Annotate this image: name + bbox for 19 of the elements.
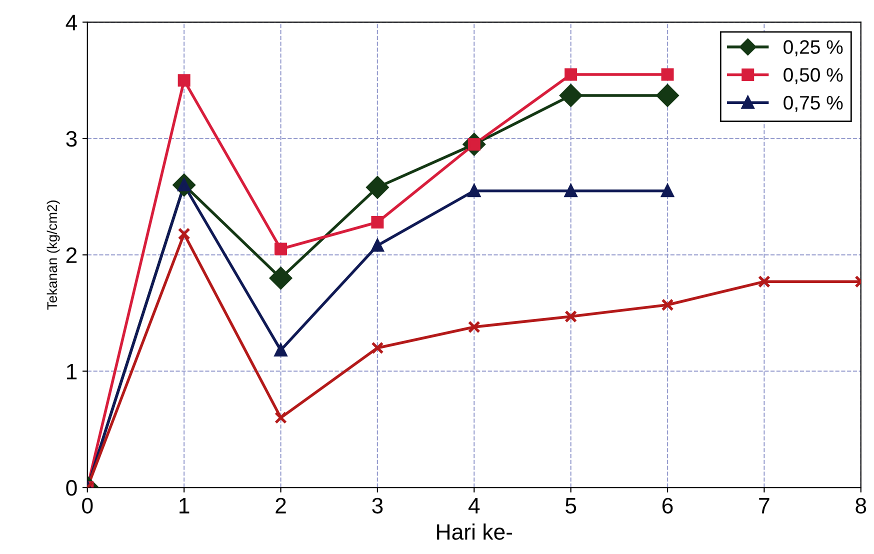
y-tick-label: 3: [66, 131, 77, 147]
y-tick-label: 1: [67, 364, 77, 380]
x-tick-label: 7: [759, 498, 770, 514]
x-tick-label: 0: [82, 498, 93, 514]
y-axis-title: Tekanan (kg/cm2): [46, 200, 60, 310]
x-tick-label: 1: [180, 498, 190, 514]
y-tick-label: 4: [66, 14, 78, 30]
x-tick-label: 5: [566, 498, 576, 514]
legend-label: 0,75 %: [784, 96, 843, 112]
x-tick-label: 2: [276, 498, 286, 514]
legend-label: 0,50 %: [784, 68, 843, 84]
x-tick-label: 3: [372, 498, 383, 514]
x-tick-label: 8: [856, 498, 866, 514]
x-tick-label: 6: [662, 498, 673, 514]
y-tick-label: 0: [66, 480, 77, 496]
x-axis-title: Hari ke-: [437, 524, 512, 540]
y-tick-label: 2: [66, 247, 77, 263]
x-tick-label: 4: [468, 498, 480, 514]
legend-label: 0,25 %: [784, 40, 843, 56]
